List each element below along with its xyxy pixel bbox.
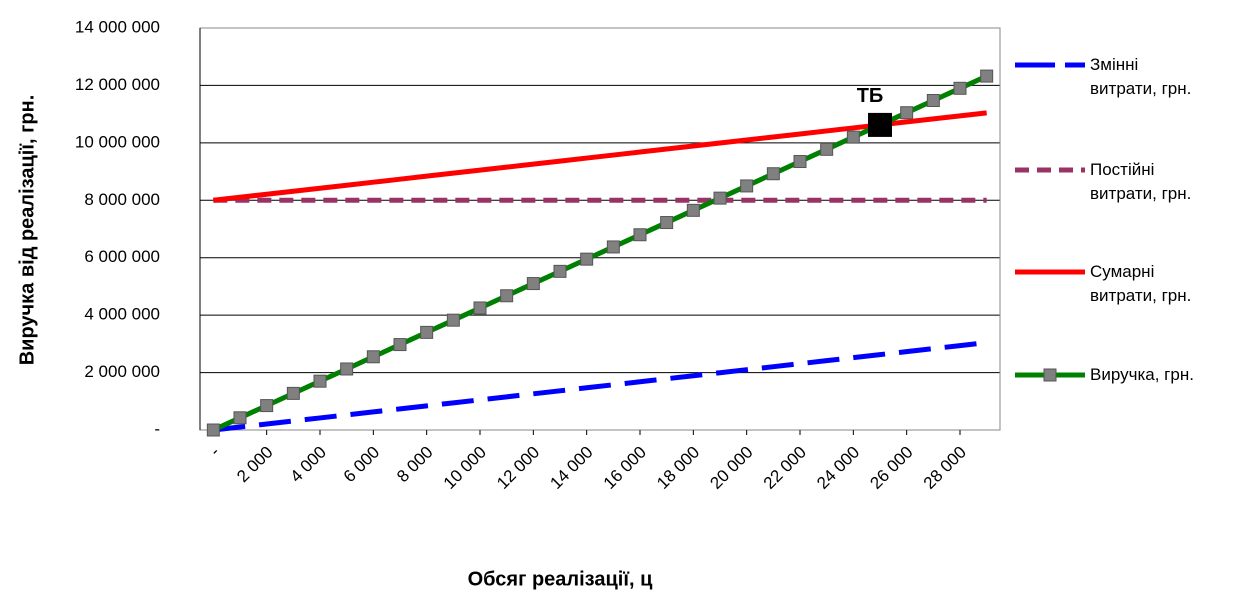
legend-label: Змінні витрати, грн. bbox=[1090, 55, 1192, 98]
legend-label: Постійні витрати, грн. bbox=[1090, 160, 1192, 203]
point-marker bbox=[446, 313, 460, 327]
legend-label: Сумарні витрати, грн. bbox=[1090, 262, 1192, 305]
point-marker bbox=[473, 301, 487, 315]
point-marker bbox=[820, 142, 834, 156]
point-marker bbox=[420, 325, 434, 339]
y-tick-label: 14 000 000 bbox=[75, 17, 160, 36]
point-marker bbox=[900, 106, 914, 120]
point-marker bbox=[660, 216, 674, 230]
point-marker bbox=[980, 69, 994, 83]
series-line bbox=[213, 110, 987, 203]
point-marker bbox=[713, 191, 727, 205]
point-marker bbox=[766, 167, 780, 181]
point-marker bbox=[260, 399, 274, 413]
point-marker bbox=[926, 94, 940, 108]
point-marker bbox=[526, 277, 540, 291]
x-tick-label: 22 000 bbox=[760, 443, 810, 493]
x-tick-label: 18 000 bbox=[653, 443, 703, 493]
point-marker bbox=[233, 411, 247, 425]
point-marker bbox=[313, 374, 327, 388]
point-marker bbox=[286, 386, 300, 400]
x-tick-label: 6 000 bbox=[340, 443, 384, 487]
series-line bbox=[213, 340, 987, 433]
x-tick-label: 2 000 bbox=[233, 443, 277, 487]
y-tick-label: 4 000 000 bbox=[84, 305, 160, 324]
x-tick-label: 12 000 bbox=[493, 443, 543, 493]
x-tick-label: 16 000 bbox=[600, 443, 650, 493]
point-marker bbox=[393, 338, 407, 352]
x-tick-label: - bbox=[206, 443, 223, 460]
y-tick-label: - bbox=[154, 419, 160, 438]
point-marker bbox=[953, 81, 967, 95]
y-tick-label: 8 000 000 bbox=[84, 190, 160, 209]
x-tick-label: 26 000 bbox=[866, 443, 916, 493]
x-tick-label: 28 000 bbox=[920, 443, 970, 493]
point-marker bbox=[633, 228, 647, 242]
x-tick-label: 20 000 bbox=[706, 443, 756, 493]
x-axis-label: Обсяг реалізації, ц bbox=[468, 568, 653, 590]
legend-label: Виручка, грн. bbox=[1090, 365, 1194, 384]
point-marker bbox=[206, 423, 220, 437]
point-marker bbox=[580, 252, 594, 266]
x-tick-label: 4 000 bbox=[286, 443, 330, 487]
point-marker bbox=[553, 264, 567, 278]
point-marker bbox=[606, 240, 620, 254]
point-marker bbox=[740, 179, 754, 193]
point-marker bbox=[500, 289, 514, 303]
break-even-marker bbox=[868, 112, 892, 137]
point-marker bbox=[686, 203, 700, 217]
legend-marker bbox=[1043, 368, 1057, 382]
x-tick-label: 10 000 bbox=[440, 443, 490, 493]
x-tick-label: 14 000 bbox=[546, 443, 596, 493]
x-tick-label: 24 000 bbox=[813, 443, 863, 493]
point-marker bbox=[846, 130, 860, 144]
x-tick-label: 8 000 bbox=[393, 443, 437, 487]
y-axis-label: Виручка від реалізації, грн. bbox=[16, 95, 38, 366]
y-tick-label: 10 000 000 bbox=[75, 132, 160, 151]
point-marker bbox=[366, 350, 380, 364]
annotation: ТБ bbox=[857, 85, 884, 107]
point-marker bbox=[340, 362, 354, 376]
y-tick-label: 12 000 000 bbox=[75, 75, 160, 94]
point-marker bbox=[793, 155, 807, 169]
y-tick-label: 6 000 000 bbox=[84, 247, 160, 266]
y-tick-label: 2 000 000 bbox=[84, 362, 160, 381]
